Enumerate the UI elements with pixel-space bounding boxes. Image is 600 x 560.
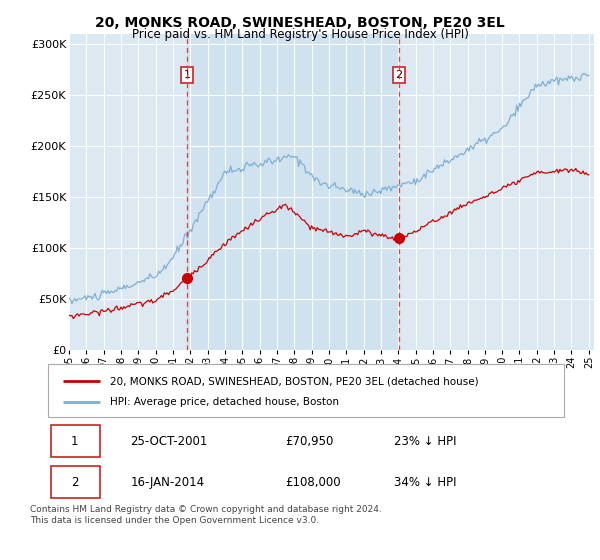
Text: £108,000: £108,000 (286, 475, 341, 489)
FancyBboxPatch shape (50, 425, 100, 458)
Text: Price paid vs. HM Land Registry's House Price Index (HPI): Price paid vs. HM Land Registry's House … (131, 28, 469, 41)
Text: 1: 1 (184, 70, 191, 80)
Text: 23% ↓ HPI: 23% ↓ HPI (394, 435, 456, 448)
Text: 2: 2 (71, 475, 79, 489)
Text: HPI: Average price, detached house, Boston: HPI: Average price, detached house, Bost… (110, 397, 339, 407)
Text: 20, MONKS ROAD, SWINESHEAD, BOSTON, PE20 3EL: 20, MONKS ROAD, SWINESHEAD, BOSTON, PE20… (95, 16, 505, 30)
Bar (187, 34, 399, 350)
Text: 20, MONKS ROAD, SWINESHEAD, BOSTON, PE20 3EL (detached house): 20, MONKS ROAD, SWINESHEAD, BOSTON, PE20… (110, 376, 479, 386)
Text: 2: 2 (395, 70, 403, 80)
FancyBboxPatch shape (48, 364, 564, 417)
Text: Contains HM Land Registry data © Crown copyright and database right 2024.
This d: Contains HM Land Registry data © Crown c… (30, 505, 382, 525)
FancyBboxPatch shape (50, 466, 100, 498)
Text: 34% ↓ HPI: 34% ↓ HPI (394, 475, 456, 489)
Text: 1: 1 (71, 435, 79, 448)
Text: £70,950: £70,950 (286, 435, 334, 448)
Text: 16-JAN-2014: 16-JAN-2014 (131, 475, 205, 489)
Text: 25-OCT-2001: 25-OCT-2001 (131, 435, 208, 448)
